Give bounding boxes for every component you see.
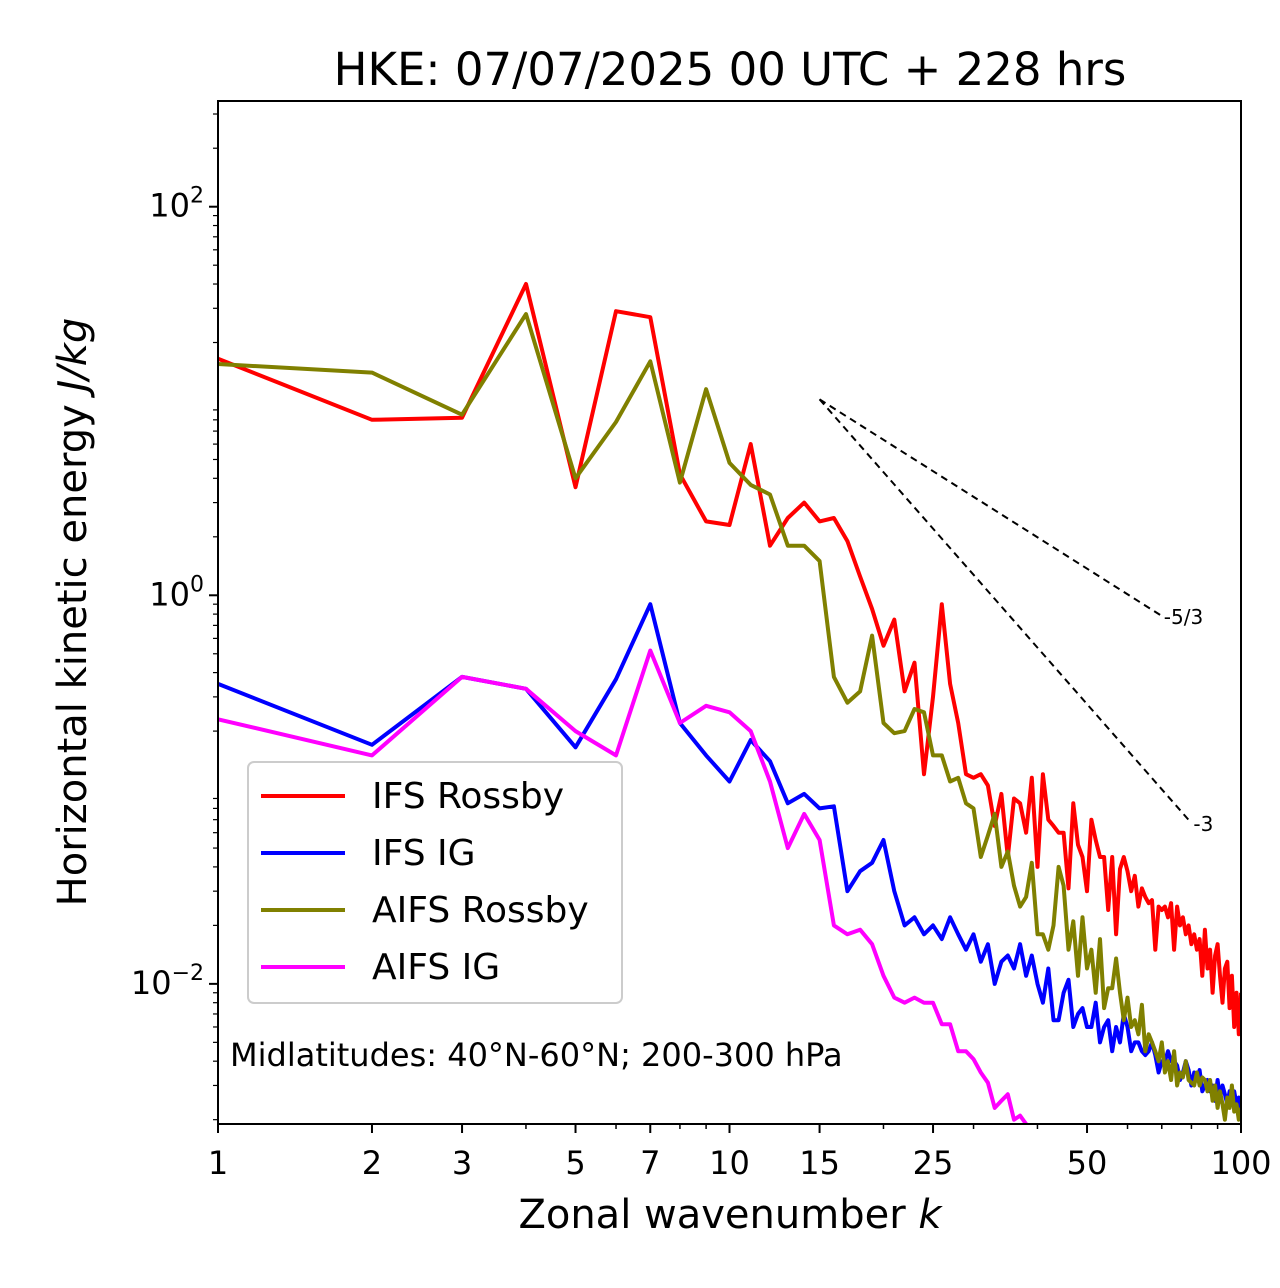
legend-label-0: IFS Rossby [372, 776, 564, 817]
x-tick-label-5: 10 [709, 1144, 750, 1182]
y-tick-label-0: 102 [149, 184, 204, 225]
legend-label-1: IFS IG [372, 833, 476, 874]
y-tick-label-2: 10−2 [131, 961, 204, 1002]
x-axis-label-text: Zonal wavenumber [518, 1192, 918, 1238]
x-tick-label-1: 2 [362, 1144, 382, 1182]
x-axis-label-symbol: k [918, 1192, 943, 1238]
legend: IFS Rossby IFS IG AIFS Rossby AIFS IG [247, 761, 623, 1004]
x-axis-label: Zonal wavenumber k [518, 1192, 943, 1238]
y-axis-label-text: Horizontal kinetic energy [50, 392, 96, 907]
series-line-0 [218, 282, 1241, 1037]
chart-title: HKE: 07/07/2025 00 UTC + 228 hrs [334, 43, 1127, 96]
x-tick-label-9: 100 [1210, 1144, 1271, 1182]
reference-line-label-0: -5/3 [1164, 605, 1203, 629]
y-axis-label-unit: J/kg [50, 318, 96, 399]
axis-ticks: 1 2 3 5 7 10 15 25 50 100 102 100 10−2 [131, 113, 1272, 1182]
y-axis-label: Horizontal kinetic energy J/kg [50, 318, 96, 907]
x-tick-label-0: 1 [208, 1144, 228, 1182]
x-tick-label-6: 15 [799, 1144, 840, 1182]
reference-line-label-1: -3 [1193, 812, 1213, 836]
plot-frame [217, 100, 1242, 1125]
y-tick-label-1: 100 [149, 572, 204, 613]
region-annotation: Midlatitudes: 40°N-60°N; 200-300 hPa [230, 1036, 843, 1074]
x-tick-label-8: 50 [1067, 1144, 1108, 1182]
reference-line-1 [818, 398, 1193, 824]
series-line-2 [218, 312, 1241, 1122]
x-tick-label-7: 25 [913, 1144, 954, 1182]
legend-label-3: AIFS IG [372, 947, 500, 988]
reference-line-0 [819, 398, 1163, 617]
series-layer [218, 282, 1241, 1124]
reference-lines: -5/3 -3 [818, 398, 1213, 836]
series-line-3 [218, 648, 1030, 1124]
x-tick-label-3: 5 [565, 1144, 585, 1182]
x-tick-label-2: 3 [452, 1144, 472, 1182]
legend-label-2: AIFS Rossby [372, 890, 589, 931]
legend-box [247, 761, 623, 1004]
x-tick-label-4: 7 [640, 1144, 660, 1182]
